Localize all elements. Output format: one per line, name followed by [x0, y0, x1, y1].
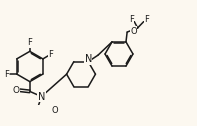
Text: F: F: [144, 15, 149, 24]
Text: N: N: [85, 54, 92, 64]
Text: F: F: [27, 38, 32, 47]
Text: F: F: [129, 15, 134, 24]
Text: O: O: [130, 27, 137, 36]
Text: F: F: [49, 50, 54, 59]
Text: N: N: [38, 91, 45, 102]
Text: F: F: [4, 70, 9, 79]
Text: O: O: [52, 106, 59, 115]
Text: O: O: [13, 86, 20, 95]
